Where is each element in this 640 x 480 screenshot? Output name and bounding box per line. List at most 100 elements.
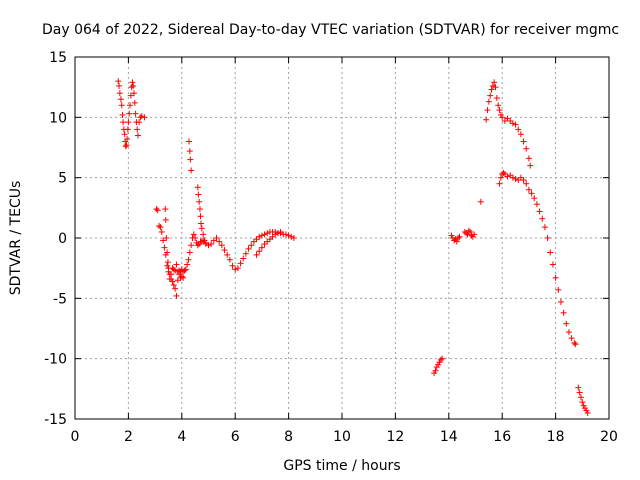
data-point [261, 231, 268, 238]
data-point [188, 167, 195, 174]
data-point [218, 242, 225, 249]
data-point [180, 274, 187, 281]
data-point [195, 191, 202, 198]
data-point [492, 84, 499, 91]
data-point [126, 110, 133, 117]
data-point [134, 126, 141, 133]
data-point [127, 92, 134, 99]
data-point [525, 186, 532, 193]
data-point [208, 241, 215, 248]
data-point [158, 228, 165, 235]
data-point [525, 155, 532, 162]
data-point [517, 131, 524, 138]
data-point [253, 251, 260, 258]
data-point [118, 102, 125, 109]
data-point [504, 173, 511, 180]
data-point [468, 232, 475, 239]
data-point [451, 237, 458, 244]
axis-ticks: 0 2 4 6 8 10 12 14 16 18 20 -15 -10 -5 0 5 10 15 [44, 50, 618, 445]
data-point [240, 255, 247, 262]
data-point [132, 110, 139, 117]
data-point [205, 242, 212, 249]
data-point [584, 409, 591, 416]
data-point [512, 175, 519, 182]
data-point [234, 265, 241, 272]
data-point [198, 225, 205, 232]
data-point [527, 162, 534, 169]
y-tick-label: 0 [58, 231, 67, 247]
data-point [181, 267, 188, 274]
data-point [138, 113, 145, 120]
data-point [197, 213, 204, 220]
data-point [555, 286, 562, 293]
data-point [285, 232, 292, 239]
x-tick-label: 0 [71, 429, 80, 445]
y-tick-label: -5 [53, 291, 67, 307]
data-point [119, 111, 126, 118]
data-point [455, 235, 462, 241]
data-point [575, 384, 582, 391]
data-point [184, 261, 191, 268]
data-point [282, 231, 289, 238]
data-point [277, 228, 284, 235]
data-point [122, 143, 129, 150]
y-tick-label: 15 [49, 50, 67, 66]
data-point [453, 238, 460, 245]
data-point [509, 120, 516, 127]
data-point [560, 309, 567, 316]
data-point [579, 399, 586, 406]
data-point [272, 231, 279, 238]
data-point [182, 266, 189, 273]
data-point [232, 266, 239, 273]
chart-title: Day 064 of 2022, Sidereal Day-to-day VTE… [42, 22, 619, 38]
grid [75, 57, 609, 419]
data-point [187, 156, 194, 163]
data-point [153, 206, 160, 213]
data-point [531, 195, 538, 202]
x-tick-label: 16 [493, 429, 511, 445]
data-point [229, 262, 236, 269]
data-point [549, 261, 556, 268]
x-tick-label: 8 [284, 429, 293, 445]
data-point [173, 261, 180, 268]
data-point [198, 220, 205, 227]
data-point [130, 82, 137, 89]
data-point [129, 79, 136, 86]
data-point [465, 227, 472, 234]
data-point [186, 148, 193, 155]
data-point [190, 231, 197, 238]
data-point [196, 198, 203, 205]
data-point [242, 250, 249, 257]
x-tick-label: 4 [177, 429, 186, 445]
data-point [577, 394, 584, 401]
data-point [515, 126, 522, 133]
data-point [124, 126, 131, 133]
data-point [432, 367, 439, 374]
data-point [156, 222, 163, 229]
data-point [185, 256, 192, 263]
x-tick-label: 20 [600, 429, 618, 445]
data-point [437, 356, 444, 363]
data-point [170, 282, 177, 289]
data-point [162, 206, 169, 213]
data-point [125, 119, 132, 126]
data-point [164, 259, 171, 266]
data-point [274, 230, 281, 237]
data-point [120, 119, 127, 126]
data-point [194, 184, 201, 191]
data-point [520, 177, 527, 184]
y-tick-label: -15 [44, 412, 67, 428]
data-point [456, 233, 463, 240]
data-point [488, 86, 495, 93]
data-point [224, 251, 231, 258]
data-point [200, 231, 207, 238]
data-point [552, 274, 559, 281]
x-tick-label: 10 [333, 429, 351, 445]
x-tick-label: 2 [124, 429, 133, 445]
data-point [484, 107, 491, 114]
data-point [192, 235, 199, 241]
data-point [568, 335, 575, 342]
data-point [497, 174, 504, 181]
data-point [186, 249, 193, 256]
